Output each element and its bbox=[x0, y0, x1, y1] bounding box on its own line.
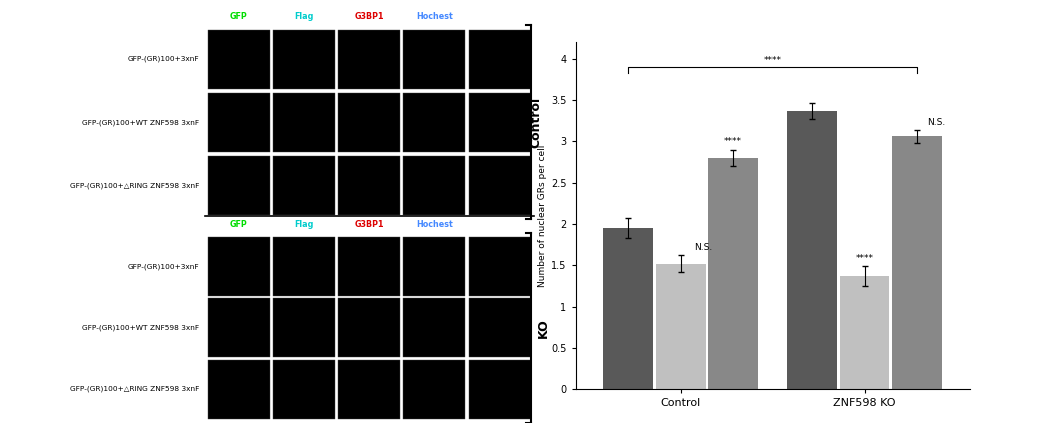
Bar bbox=[273, 156, 335, 215]
Bar bbox=[403, 360, 466, 419]
Bar bbox=[338, 93, 400, 152]
Bar bbox=[469, 30, 531, 89]
Bar bbox=[469, 360, 531, 419]
Bar bbox=[338, 360, 400, 419]
Bar bbox=[207, 360, 270, 419]
Bar bbox=[708, 158, 758, 389]
Bar bbox=[840, 276, 890, 389]
Bar bbox=[273, 360, 335, 419]
Text: ****: **** bbox=[724, 137, 742, 146]
Text: Flag: Flag bbox=[295, 12, 313, 22]
Text: N.S.: N.S. bbox=[927, 118, 946, 126]
Text: G3BP1: G3BP1 bbox=[355, 12, 384, 22]
Bar bbox=[338, 237, 400, 296]
Bar bbox=[207, 237, 270, 296]
Bar bbox=[338, 298, 400, 357]
Bar bbox=[403, 156, 466, 215]
Text: GFP-(GR)100+WT ZNF598 3xnF: GFP-(GR)100+WT ZNF598 3xnF bbox=[82, 119, 199, 126]
Text: GFP-(GR)100+3xnF: GFP-(GR)100+3xnF bbox=[128, 263, 199, 270]
Text: ZNF598
KO: ZNF598 KO bbox=[522, 301, 550, 355]
Bar bbox=[787, 111, 837, 389]
Bar bbox=[207, 93, 270, 152]
Text: GFP-(GR)100+WT ZNF598 3xnF: GFP-(GR)100+WT ZNF598 3xnF bbox=[82, 324, 199, 331]
Text: GFP: GFP bbox=[230, 12, 248, 22]
Bar bbox=[338, 30, 400, 89]
Bar bbox=[469, 156, 531, 215]
Text: Control: Control bbox=[529, 97, 542, 148]
Text: GFP-(GR)100+3xnF: GFP-(GR)100+3xnF bbox=[128, 56, 199, 63]
Bar bbox=[892, 137, 942, 389]
Text: ****: **** bbox=[763, 56, 782, 66]
Text: Hochest: Hochest bbox=[416, 220, 453, 229]
Text: Merge: Merge bbox=[485, 220, 514, 229]
Bar bbox=[469, 93, 531, 152]
Text: GFP-(GR)100+△RING ZNF598 3xnF: GFP-(GR)100+△RING ZNF598 3xnF bbox=[71, 182, 199, 189]
Bar bbox=[273, 30, 335, 89]
Y-axis label: Number of nuclear GRs per cell: Number of nuclear GRs per cell bbox=[538, 145, 546, 287]
Bar bbox=[207, 30, 270, 89]
Bar bbox=[273, 237, 335, 296]
Bar bbox=[403, 30, 466, 89]
Text: ****: **** bbox=[856, 254, 873, 263]
Bar bbox=[655, 264, 705, 389]
Bar bbox=[604, 228, 653, 389]
Text: Merge: Merge bbox=[485, 12, 514, 22]
Bar bbox=[207, 156, 270, 215]
Bar bbox=[207, 298, 270, 357]
Bar bbox=[469, 298, 531, 357]
Bar bbox=[403, 298, 466, 357]
Text: Flag: Flag bbox=[295, 220, 313, 229]
Text: G3BP1: G3BP1 bbox=[355, 220, 384, 229]
Text: N.S.: N.S. bbox=[694, 243, 712, 252]
Text: Hochest: Hochest bbox=[416, 12, 453, 22]
Bar bbox=[403, 237, 466, 296]
Text: GFP-(GR)100+△RING ZNF598 3xnF: GFP-(GR)100+△RING ZNF598 3xnF bbox=[71, 386, 199, 393]
Bar bbox=[403, 93, 466, 152]
Bar bbox=[469, 237, 531, 296]
Bar bbox=[273, 298, 335, 357]
Bar bbox=[338, 156, 400, 215]
Bar bbox=[273, 93, 335, 152]
Text: GFP: GFP bbox=[230, 220, 248, 229]
